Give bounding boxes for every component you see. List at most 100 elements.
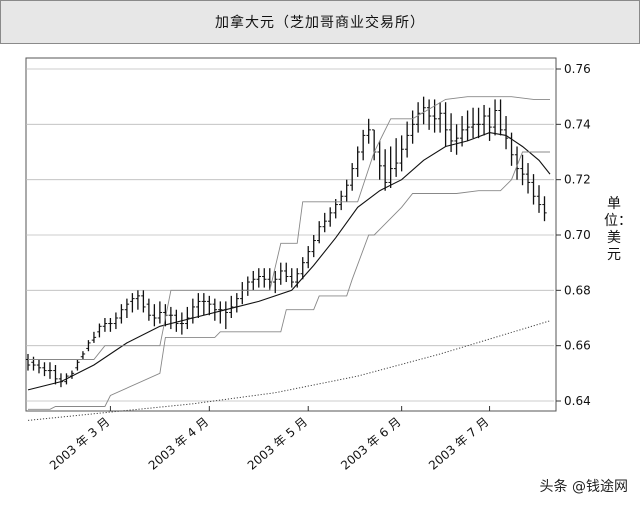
price-bar <box>234 293 239 313</box>
price-bar <box>459 116 465 147</box>
price-bar <box>492 99 498 136</box>
price-bar <box>218 301 223 324</box>
price-bar <box>437 102 443 133</box>
y-tick-label: 0.66 <box>564 339 591 353</box>
price-bar <box>223 301 229 330</box>
price-bar <box>366 118 371 144</box>
price-bar <box>443 102 448 147</box>
price-bar <box>542 196 547 222</box>
x-tick-label: 2003 年 5 月 <box>245 415 310 473</box>
price-bar <box>465 110 470 141</box>
price-bar <box>31 356 36 371</box>
price-bar <box>432 99 437 133</box>
y-tick-label: 0.72 <box>564 173 591 187</box>
price-bar <box>53 365 58 385</box>
price-bar <box>355 146 360 177</box>
price-bar <box>404 121 410 158</box>
price-bar <box>262 268 267 288</box>
price-bar <box>328 207 333 227</box>
price-bar <box>135 290 141 310</box>
price-bar <box>201 293 207 316</box>
price-bar <box>168 306 174 330</box>
y-tick-label: 0.70 <box>564 228 591 242</box>
price-bar <box>421 96 426 125</box>
price-bar <box>113 312 119 330</box>
price-bar <box>256 268 261 288</box>
price-bar <box>102 318 108 332</box>
price-bar <box>448 113 454 152</box>
price-bar <box>163 304 168 327</box>
price-bar <box>536 185 542 213</box>
price-bar <box>311 235 316 258</box>
price-bar <box>377 140 382 180</box>
price-bar <box>476 107 481 139</box>
price-bar <box>251 270 256 291</box>
price-bar <box>514 146 520 180</box>
x-tick-label: 2003 年 7 月 <box>426 415 491 473</box>
price-bar <box>360 129 366 161</box>
y-tick-label: 0.76 <box>564 62 591 76</box>
price-bar <box>339 190 344 211</box>
price-bar <box>520 154 525 186</box>
price-bar <box>289 268 294 288</box>
x-axis: 2003 年 3 月 2003 年 4 月 2003 年 5 月 2003 年 6 月… <box>47 406 491 473</box>
price-bar <box>124 298 130 318</box>
price-bar <box>415 102 421 133</box>
price-bar <box>80 351 86 360</box>
price-bar <box>157 301 163 324</box>
price-bar <box>382 149 388 191</box>
price-bar <box>317 221 322 244</box>
x-tick-label: 2003 年 6 月 <box>338 415 403 473</box>
price-bar <box>75 359 80 371</box>
price-bar <box>146 298 152 321</box>
price-bar <box>284 262 289 283</box>
price-bar <box>300 257 305 280</box>
series-line <box>28 151 550 410</box>
x-tick-label: 2003 年 4 月 <box>146 415 211 473</box>
price-bar <box>410 110 415 144</box>
y-tick-label: 0.68 <box>564 283 591 297</box>
plot-frame <box>25 57 557 412</box>
price-bar <box>503 116 509 150</box>
series-line <box>27 132 551 391</box>
price-bar <box>322 212 327 233</box>
series-line <box>28 96 550 360</box>
price-bar <box>91 331 97 343</box>
price-bar <box>240 282 245 305</box>
price-bar <box>47 362 53 379</box>
chart-title: 加拿大元（芝加哥商业交易所） <box>0 0 640 44</box>
reference-lines <box>26 68 554 402</box>
price-bar <box>498 99 503 136</box>
price-bar <box>481 104 487 136</box>
price-bar <box>185 306 190 330</box>
price-bar <box>196 293 201 318</box>
y-axis: 0.64 0.66 0.68 0.70 0.72 0.74 0.76 <box>556 62 591 408</box>
price-bar <box>525 163 531 194</box>
price-bar <box>531 174 536 205</box>
price-bar <box>278 262 283 285</box>
price-bar <box>454 124 459 155</box>
price-bar <box>190 298 196 324</box>
price-bar <box>130 293 135 313</box>
series-layer <box>25 96 551 421</box>
price-bar <box>42 362 47 377</box>
price-bar <box>349 163 355 191</box>
price-bar <box>179 312 185 335</box>
y-tick-label: 0.64 <box>564 394 591 408</box>
price-bar <box>388 146 393 188</box>
price-bar <box>399 135 404 172</box>
price-bar <box>306 246 311 269</box>
price-bar <box>141 290 146 313</box>
price-bar <box>487 107 492 141</box>
price-bar <box>97 323 102 338</box>
price-bar <box>174 309 179 332</box>
series-line <box>27 320 551 421</box>
price-bar <box>333 199 338 219</box>
price-bar <box>229 295 234 318</box>
y-tick-label: 0.74 <box>564 117 591 131</box>
price-bar <box>245 276 250 296</box>
price-bar <box>119 304 124 324</box>
price-bar <box>152 304 157 327</box>
y-axis-label: 单位：美元 <box>604 196 632 263</box>
